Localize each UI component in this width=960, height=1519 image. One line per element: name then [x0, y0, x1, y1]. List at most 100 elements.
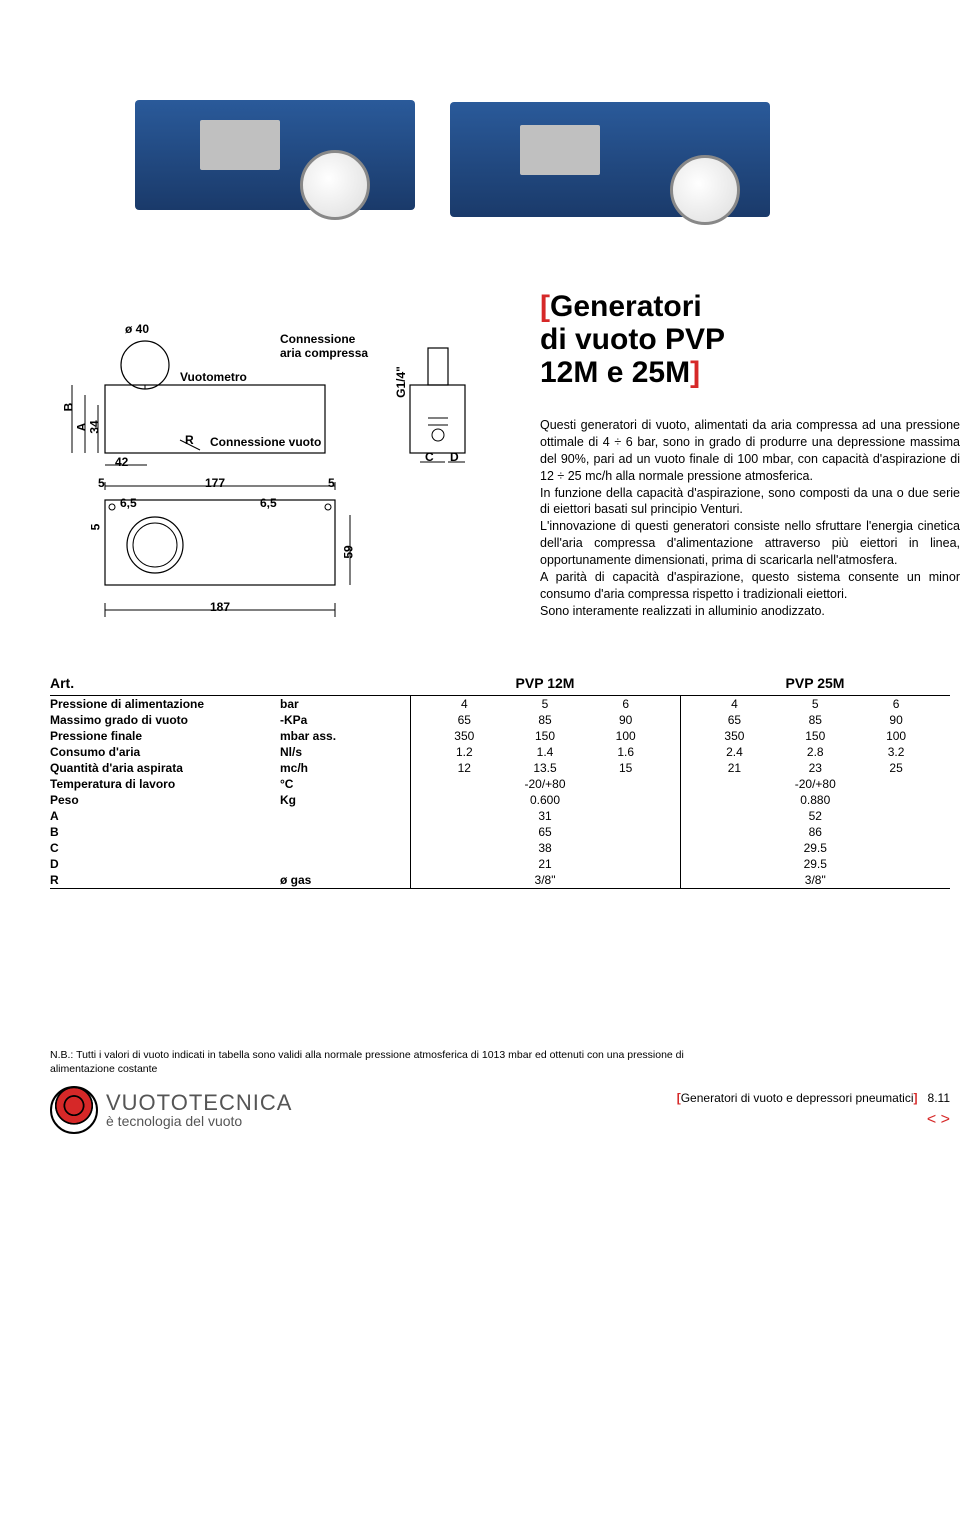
- next-page-button[interactable]: >: [941, 1111, 950, 1128]
- row-label: Quantità d'aria aspirata: [50, 760, 280, 776]
- row-value: 350150100: [680, 728, 950, 744]
- row-unit: bar: [280, 696, 410, 713]
- table-row: C3829.5: [50, 840, 950, 856]
- row-label: R: [50, 872, 280, 889]
- dim-177: 177: [205, 476, 225, 490]
- table-row: Quantità d'aria aspiratamc/h1213.5152123…: [50, 760, 950, 776]
- row-label: D: [50, 856, 280, 872]
- footer-section: Generatori di vuoto e depressori pneumat…: [681, 1091, 914, 1105]
- desc-p3: L'innovazione di questi generatori consi…: [540, 519, 960, 567]
- page-number: 8.11: [928, 1091, 950, 1105]
- dim-B: B: [61, 403, 75, 412]
- title-line3: 12M e 25M: [540, 356, 690, 389]
- table-row: B 6586: [50, 824, 950, 840]
- row-label: Peso: [50, 792, 280, 808]
- table-row: PesoKg0.6000.880: [50, 792, 950, 808]
- title-line2: di vuoto PVP: [540, 323, 725, 356]
- table-row: A3152: [50, 808, 950, 824]
- row-unit: Nl/s: [280, 744, 410, 760]
- row-unit: [280, 808, 410, 824]
- row-value: 1213.515: [410, 760, 680, 776]
- table-row: Pressione finalembar ass.350150100350150…: [50, 728, 950, 744]
- desc-p4: A parità di capacità d'aspirazione, ques…: [540, 570, 960, 601]
- row-value: 21: [410, 856, 680, 872]
- row-value: 65: [410, 824, 680, 840]
- row-value: 456: [410, 696, 680, 713]
- row-label: A: [50, 808, 280, 824]
- row-label: Pressione finale: [50, 728, 280, 744]
- row-label: Temperatura di lavoro: [50, 776, 280, 792]
- row-value: 456: [680, 696, 950, 713]
- dim-187: 187: [210, 600, 230, 614]
- row-unit: ø gas: [280, 872, 410, 889]
- row-unit: mc/h: [280, 760, 410, 776]
- row-value: 3/8": [410, 872, 680, 889]
- row-unit: [280, 840, 410, 856]
- table-row: Pressione di alimentazionebar456456: [50, 696, 950, 713]
- dim-42: 42: [115, 455, 128, 469]
- row-value: 1.21.41.6: [410, 744, 680, 760]
- logo-icon: [50, 1086, 98, 1134]
- row-value: 0.880: [680, 792, 950, 808]
- technical-drawing: ø 40 Vuotometro Connessione aria compres…: [50, 290, 520, 650]
- nameplate-left: [200, 120, 280, 170]
- prev-page-button[interactable]: <: [927, 1111, 936, 1128]
- spec-table: Art. PVP 12M PVP 25M Pressione di alimen…: [50, 675, 950, 889]
- dim-59: 59: [342, 545, 356, 558]
- dim-g14: G1/4": [394, 366, 408, 398]
- label-conn-aria: Connessione aria compressa: [280, 332, 368, 360]
- row-value: 2.42.83.2: [680, 744, 950, 760]
- dim-R: R: [185, 433, 194, 447]
- dim-65b: 6,5: [260, 496, 277, 510]
- dim-65a: 6,5: [120, 496, 137, 510]
- row-unit: mbar ass.: [280, 728, 410, 744]
- row-value: 38: [410, 840, 680, 856]
- label-conn-vuoto: Connessione vuoto: [210, 435, 321, 449]
- footnote: N.B.: Tutti i valori di vuoto indicati i…: [50, 1049, 750, 1076]
- row-value: 86: [680, 824, 950, 840]
- row-value: 0.600: [410, 792, 680, 808]
- desc-p2: In funzione della capacità d'aspirazione…: [540, 486, 960, 517]
- nameplate-right: [520, 125, 600, 175]
- row-unit: -KPa: [280, 712, 410, 728]
- row-label: Massimo grado di vuoto: [50, 712, 280, 728]
- table-row: Rø gas3/8"3/8": [50, 872, 950, 889]
- row-value: 29.5: [680, 856, 950, 872]
- row-value: 658590: [680, 712, 950, 728]
- dim-D: D: [450, 450, 459, 464]
- th-col1: PVP 12M: [410, 675, 680, 691]
- dim-A: A: [74, 423, 88, 432]
- dim-5b: 5: [328, 476, 335, 490]
- row-unit: Kg: [280, 792, 410, 808]
- dim-5c: 5: [88, 524, 102, 531]
- row-label: B: [50, 824, 280, 840]
- row-value: 3/8": [680, 872, 950, 889]
- row-label: Pressione di alimentazione: [50, 696, 280, 713]
- row-value: 350150100: [410, 728, 680, 744]
- label-vuotometro: Vuotometro: [180, 370, 247, 384]
- th-col2: PVP 25M: [680, 675, 950, 691]
- brand-name: VUOTOTECNICA: [106, 1092, 292, 1114]
- table-row: D 2129.5: [50, 856, 950, 872]
- bracket-close: ]: [690, 356, 700, 389]
- row-value: 658590: [410, 712, 680, 728]
- row-unit: °C: [280, 776, 410, 792]
- dim-phi40: ø 40: [125, 322, 149, 336]
- dim-C: C: [425, 450, 434, 464]
- row-label: Consumo d'aria: [50, 744, 280, 760]
- th-art: Art.: [50, 675, 410, 691]
- row-value: 212325: [680, 760, 950, 776]
- row-value: 52: [680, 808, 950, 824]
- title-line1: Generatori: [550, 290, 702, 323]
- row-value: -20/+80: [410, 776, 680, 792]
- footer: VUOTOTECNICA è tecnologia del vuoto [Gen…: [50, 1076, 950, 1134]
- table-row: Temperatura di lavoro°C-20/+80-20/+80: [50, 776, 950, 792]
- bracket-open: [: [540, 290, 550, 323]
- description-block: Questi generatori di vuoto, alimentati d…: [540, 417, 960, 620]
- brand-tagline: è tecnologia del vuoto: [106, 1114, 292, 1128]
- gauge-right: [670, 155, 740, 225]
- row-unit: [280, 824, 410, 840]
- dim-5a: 5: [98, 476, 105, 490]
- row-label: C: [50, 840, 280, 856]
- desc-p5: Sono interamente realizzati in alluminio…: [540, 604, 825, 618]
